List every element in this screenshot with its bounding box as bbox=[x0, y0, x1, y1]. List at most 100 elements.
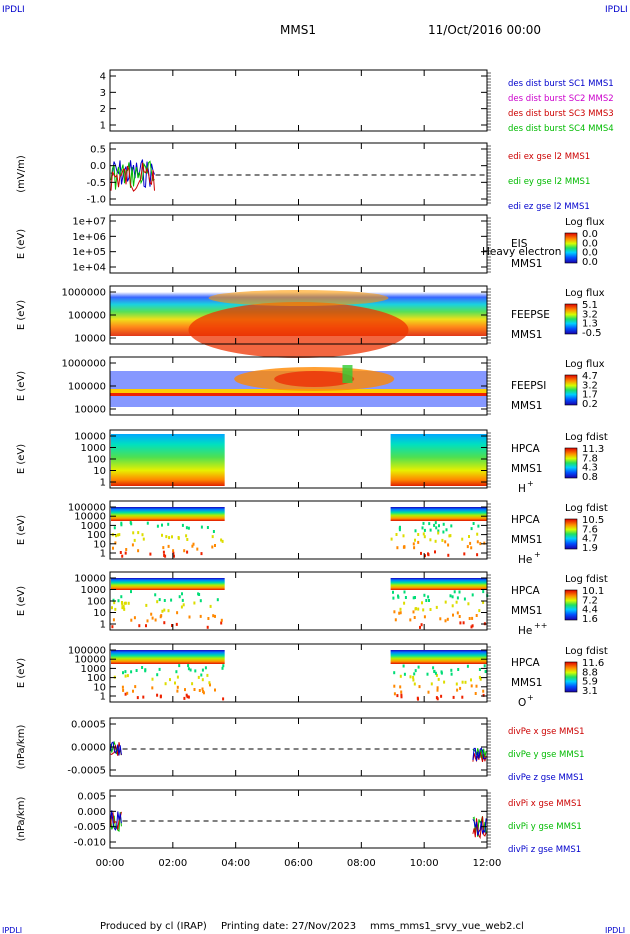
ytick-label: 1 bbox=[100, 620, 106, 631]
panel-frame bbox=[109, 142, 488, 206]
colorbar-tick-label: 0.0 bbox=[582, 229, 598, 240]
spectrogram-speck bbox=[168, 536, 171, 540]
colorbar-title: Log fdist bbox=[565, 574, 608, 585]
colorbar-tick-label: 5.1 bbox=[582, 300, 598, 311]
spectrogram-speck bbox=[421, 601, 423, 605]
spectrogram-speck bbox=[187, 695, 190, 699]
ytick-label: 10000 bbox=[74, 432, 106, 443]
spectrogram-speck bbox=[482, 693, 485, 697]
spectrogram-speck bbox=[220, 618, 223, 622]
spectrogram-speck bbox=[462, 621, 465, 625]
spectrogram-speck bbox=[393, 684, 396, 688]
spectrogram-speck bbox=[185, 526, 188, 530]
footer-produced: Produced by cl (IRAP) bbox=[100, 921, 207, 932]
spectrogram-speck bbox=[451, 595, 454, 599]
ytick-label: -0.0005 bbox=[67, 766, 106, 777]
spectrogram-speck bbox=[413, 616, 416, 619]
spectrogram-speck bbox=[124, 601, 127, 605]
instrument-label: HPCA bbox=[511, 514, 541, 526]
colorbar-title: Log fdist bbox=[565, 646, 608, 657]
panel-feepse: 1000000 100000 10000 E (eV) FEEPSE MMS1 Log fl… bbox=[16, 285, 605, 358]
spectrogram-speck bbox=[144, 669, 147, 673]
ytick-label: 1 bbox=[100, 478, 106, 489]
spectrogram-speck bbox=[181, 598, 184, 602]
spectrogram-speck bbox=[137, 531, 140, 535]
spectrogram-speck bbox=[136, 696, 139, 700]
spectrogram-speck bbox=[122, 606, 125, 610]
spectrogram-speck bbox=[123, 607, 126, 611]
spectrogram-speck bbox=[429, 528, 432, 532]
spectrogram-speck bbox=[423, 593, 426, 597]
ytick-label: 1000 bbox=[81, 443, 106, 454]
spectrogram-speck bbox=[133, 616, 136, 620]
spectrogram-block-1 bbox=[390, 507, 487, 521]
spectrogram-speck bbox=[183, 549, 186, 553]
spectrogram-speck bbox=[430, 682, 433, 686]
spectrogram-speck bbox=[435, 526, 438, 530]
spectrogram-speck bbox=[482, 689, 485, 693]
spectrogram-speck bbox=[397, 594, 399, 598]
spectrogram-speck bbox=[414, 669, 417, 673]
spectrogram-speck bbox=[398, 611, 401, 615]
spectrogram-speck bbox=[468, 535, 470, 538]
spectrogram-speck bbox=[455, 682, 458, 686]
instrument-label: HPCA bbox=[511, 657, 541, 669]
spectrogram-speck bbox=[187, 664, 190, 668]
spectrogram-speck bbox=[198, 689, 201, 692]
spectrogram-speck bbox=[436, 688, 439, 692]
spectrogram-speck bbox=[399, 611, 402, 615]
spectrogram-speck bbox=[178, 595, 181, 599]
ytick-label: 1 bbox=[100, 121, 106, 132]
spectrogram-speck bbox=[169, 678, 171, 682]
spectrogram-speck bbox=[470, 678, 472, 682]
spectrogram-speck bbox=[123, 601, 126, 605]
spectrogram-speck bbox=[191, 682, 194, 686]
spectrogram-speck bbox=[412, 678, 415, 682]
colorbar bbox=[564, 303, 578, 335]
spectrogram-speck bbox=[183, 696, 186, 700]
spectrogram-speck bbox=[112, 618, 115, 622]
spectrogram-speck bbox=[413, 672, 416, 676]
panel-frame bbox=[109, 69, 488, 132]
spectrogram-speck bbox=[159, 615, 162, 619]
spectrogram-speck bbox=[392, 590, 394, 594]
spectrogram-speck bbox=[175, 622, 178, 626]
spectrogram-speck bbox=[458, 590, 461, 594]
spectrogram-speck bbox=[477, 524, 480, 528]
ytick-label: 1000 bbox=[81, 664, 106, 675]
spacecraft-label: MMS1 bbox=[511, 400, 542, 412]
ytick-label: 100 bbox=[87, 455, 106, 466]
spectrogram-speck bbox=[475, 614, 478, 617]
spectrogram-speck bbox=[112, 546, 114, 550]
spectrogram-speck bbox=[483, 541, 486, 545]
legend-entry: des dist burst SC3 MMS3 bbox=[508, 109, 614, 119]
spectrogram-speck bbox=[200, 525, 203, 529]
spectrogram-speck bbox=[207, 617, 210, 620]
ytick-label: 10000 bbox=[74, 655, 106, 666]
spectrogram-speck bbox=[167, 544, 170, 548]
spectrogram-speck bbox=[181, 592, 183, 596]
spectrogram-speck bbox=[427, 552, 429, 556]
colorbar-tick-label: 4.4 bbox=[582, 605, 598, 616]
spectrogram-speck bbox=[437, 531, 440, 535]
spectrogram-speck bbox=[176, 675, 179, 679]
spectrogram-speck bbox=[201, 668, 204, 672]
spectrogram-speck bbox=[126, 691, 129, 695]
spectrogram-speck bbox=[159, 695, 162, 699]
spectrogram-speck bbox=[393, 671, 396, 675]
spectrogram-hot-region bbox=[188, 302, 409, 358]
spectrogram-speck bbox=[461, 695, 464, 699]
spectrogram-speck bbox=[403, 601, 406, 605]
spectrogram-speck bbox=[423, 615, 426, 619]
spectrogram-speck bbox=[114, 541, 117, 545]
plot-title: MMS1 bbox=[280, 23, 316, 37]
spectrogram-speck bbox=[167, 522, 170, 526]
ytick-label: 100000 bbox=[68, 646, 106, 657]
ytick-label: 1 bbox=[100, 549, 106, 560]
species-label: O bbox=[518, 697, 526, 709]
ytick-label: 1 bbox=[100, 692, 106, 703]
colorbar bbox=[564, 374, 578, 406]
spectrogram-speck bbox=[409, 675, 412, 679]
spectrogram-speck bbox=[435, 673, 438, 677]
spectrogram-speck bbox=[137, 549, 140, 553]
